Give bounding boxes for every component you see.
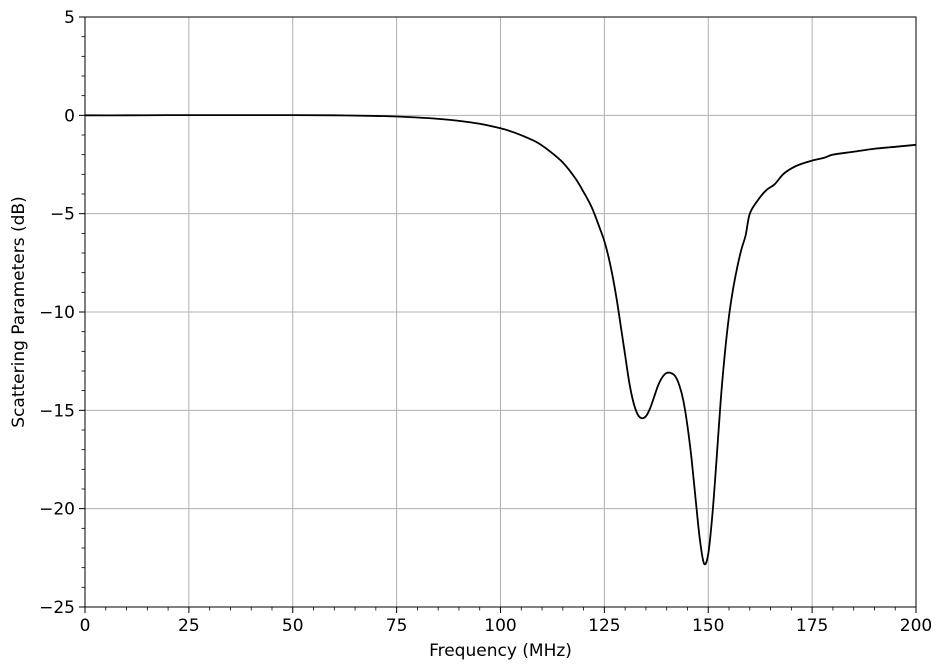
axis-ticks (79, 16, 917, 613)
y-tick-label: −10 (39, 303, 75, 323)
x-tick-label: 175 (796, 616, 828, 636)
y-tick-label: −15 (39, 401, 75, 421)
series-layer (84, 114, 917, 566)
x-tick-label: 200 (900, 616, 932, 636)
grid-lines (84, 16, 917, 608)
y-tick-label: −20 (39, 500, 75, 520)
x-tick-label: 100 (484, 616, 516, 636)
x-tick-label: 125 (588, 616, 620, 636)
y-tick-label: −25 (39, 598, 75, 618)
y-tick-label: 0 (64, 106, 75, 126)
x-tick-label: 150 (692, 616, 724, 636)
x-tick-label: 25 (178, 616, 200, 636)
x-tick-label: 75 (386, 616, 408, 636)
y-tick-labels: 5 0 −5 −10 −15 −20 −25 (39, 8, 75, 618)
y-tick-label: 5 (64, 8, 75, 28)
x-tick-label: 0 (80, 616, 91, 636)
plot-area-frame (84, 16, 917, 608)
y-axis-label: Scattering Parameters (dB) (9, 196, 29, 427)
x-tick-label: 50 (282, 616, 304, 636)
y-tick-label: −5 (50, 205, 75, 225)
x-tick-labels: 0 25 50 75 100 125 150 175 200 (80, 616, 933, 636)
x-axis-label: Frequency (MHz) (429, 641, 572, 661)
series-line (84, 114, 917, 566)
